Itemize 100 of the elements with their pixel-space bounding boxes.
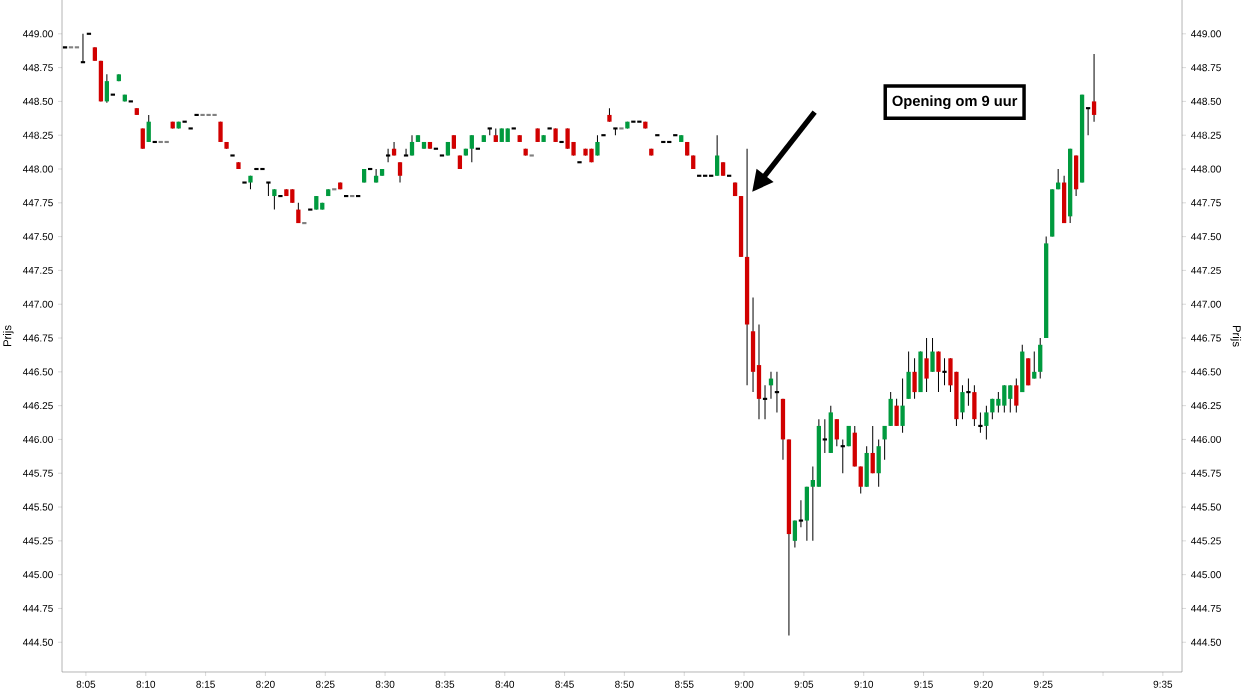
y2-tick-label: 445.50 [1190,503,1221,511]
y-tick-label: 445.75 [22,469,53,477]
x-tick-label: 9:05 [794,680,814,688]
y2-tick-label: 448.50 [1190,97,1221,105]
y2-tick-label: 447.75 [1190,199,1221,207]
candlestick [385,148,391,163]
y2-axis-title: Prijs [1230,325,1242,347]
y2-tick-label: 447.25 [1190,266,1221,274]
y2-tick-label: 446.50 [1190,368,1221,376]
candlestick [182,120,187,123]
candlestick [397,161,403,184]
y2-tick-label: 446.25 [1190,402,1221,410]
candlestick [601,134,606,137]
y-tick-label: 446.00 [22,435,53,443]
x-tick-label: 8:45 [555,680,574,688]
candlestick [1091,53,1097,123]
x-tick-label: 9:10 [854,680,874,688]
candlestick [900,378,905,434]
candlestick [870,425,875,474]
y-tick-label: 445.25 [22,537,53,545]
candlestick [188,127,193,130]
candlestick [403,148,409,157]
candlestick [894,398,899,427]
candlestick [619,127,624,130]
x-tick-label: 9:35 [1153,680,1173,688]
candlestick [1008,384,1013,413]
y2-tick-label: 448.25 [1190,131,1221,139]
y2-tick-label: 447.50 [1190,233,1221,241]
y2-tick-label: 444.50 [1190,638,1221,646]
y-tick-label: 446.75 [22,334,53,342]
y2-tick-label: 445.25 [1190,537,1221,545]
y2-tick-label: 448.00 [1190,165,1221,173]
x-tick-label: 8:25 [315,680,335,688]
x-tick-label: 8:10 [136,680,156,688]
y-tick-label: 447.50 [22,233,53,241]
candlestick [798,499,804,528]
x-tick-label: 8:20 [256,680,275,688]
y-tick-label: 444.50 [22,638,53,646]
candlestick [439,154,445,157]
x-tick-label: 9:20 [974,680,993,688]
y2-tick-label: 444.75 [1190,604,1221,612]
x-tick-label: 8:40 [495,680,515,688]
x-tick-label: 8:50 [615,680,634,688]
candlestick [792,520,798,549]
candlestick [1014,378,1019,413]
candlestick [966,378,971,407]
candlestick [194,113,199,116]
y2-tick-label: 449.00 [1190,30,1221,38]
y-tick-label: 446.50 [22,368,53,376]
y-axis-title: Prijs [2,325,14,347]
candlestick [529,154,534,157]
x-tick-label: 8:15 [196,680,215,688]
y2-tick-label: 446.00 [1190,435,1221,443]
candlestick [469,134,474,163]
y-tick-label: 445.50 [22,503,53,511]
annotation: Opening om 9 uur [892,95,1018,110]
y-tick-label: 448.25 [22,131,53,139]
y-tick-label: 448.50 [22,97,53,105]
candlestick [912,357,917,400]
candlestick [822,418,827,454]
y2-tick-label: 448.75 [1190,64,1221,72]
y-tick-label: 447.25 [22,266,53,274]
candlestick [278,194,283,198]
y-tick-label: 445.00 [22,571,53,579]
candlestick [637,120,642,123]
y-tick-label: 446.25 [22,402,53,410]
y2-tick-label: 445.75 [1190,469,1221,477]
x-tick-label: 8:35 [435,680,455,688]
x-tick-label: 9:15 [914,680,933,688]
x-tick-label: 8:05 [76,680,96,688]
candlestick [559,140,564,144]
y-tick-label: 444.75 [22,604,53,612]
candlestick [140,127,145,150]
candlestick [714,134,720,177]
x-tick-label: 9:00 [734,680,754,688]
x-tick-label: 8:55 [674,680,694,688]
y-tick-label: 447.00 [22,300,53,308]
candlestick [146,114,151,143]
candlestick [924,337,929,393]
candlestick [577,161,582,164]
candlestick [104,73,110,104]
candlestick [930,337,935,373]
candlestick [1032,351,1037,380]
y-tick-label: 447.75 [22,199,53,207]
candlestick [942,357,947,386]
candlestick [978,411,983,434]
candlestick [882,425,887,461]
y-tick-label: 448.00 [22,165,53,173]
candlestick [230,154,235,157]
y-tick-label: 448.75 [22,64,53,72]
y2-tick-label: 446.75 [1190,334,1221,342]
y-tick-label: 449.00 [22,30,53,38]
candlestick [547,127,552,130]
candlestick [834,418,839,447]
y2-tick-label: 445.00 [1190,571,1221,579]
candlestick [810,465,815,542]
y2-tick-label: 447.00 [1190,300,1221,308]
candlestick [511,127,516,130]
x-tick-label: 9:25 [1033,680,1053,688]
candlestick [858,465,863,495]
